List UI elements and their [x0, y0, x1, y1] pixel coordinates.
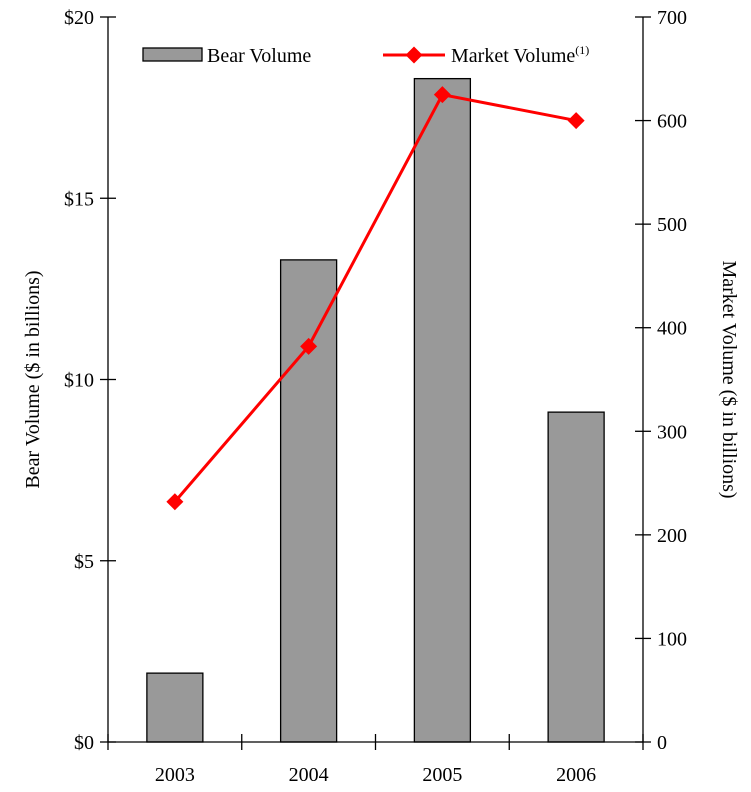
- legend-bar-swatch: [142, 47, 203, 62]
- right-tick-label: 200: [657, 525, 687, 547]
- right-tick-label: 600: [657, 111, 687, 133]
- left-tick-label: $5: [74, 551, 94, 573]
- right-tick-label: 500: [657, 214, 687, 236]
- legend-bear-volume-label: Bear Volume: [207, 45, 311, 67]
- x-tick-label: 2006: [556, 764, 596, 786]
- right-tick-label: 300: [657, 421, 687, 443]
- left-tick-label: $15: [64, 188, 94, 210]
- bars-layer: [146, 77, 605, 743]
- legend-diamond-marker: [405, 46, 423, 64]
- right-tick-label: 0: [657, 732, 667, 754]
- line-layer: [166, 86, 585, 511]
- legend-market-volume-name: Market Volume: [451, 45, 575, 67]
- right-axis-title: Market Volume ($ in billions): [718, 260, 740, 498]
- x-tick-label: 2005: [422, 764, 462, 786]
- market-volume-point-2006: [567, 112, 585, 130]
- market-volume-point-2005: [433, 86, 451, 104]
- legend-market-volume-superscript: (1): [575, 43, 589, 57]
- market-volume-line: [173, 92, 577, 503]
- left-tick-label: $10: [64, 370, 94, 392]
- left-tick-label: $20: [64, 7, 94, 29]
- axes-layer: $0 $5 $10 $15 $20 0 100 200 300 400 500 600 700 2003 2…: [64, 7, 687, 786]
- left-axis-title: Bear Volume ($ in billions): [22, 270, 44, 488]
- bar-2005: [413, 77, 472, 743]
- x-tick-label: 2004: [289, 764, 329, 786]
- x-tick-label: 2003: [155, 764, 195, 786]
- right-tick-label: 700: [657, 7, 687, 29]
- left-tick-label: $0: [74, 732, 94, 754]
- right-tick-label: 100: [657, 628, 687, 650]
- bar-2006: [547, 411, 605, 743]
- legend: Bear Volume Market Volume(1): [142, 43, 589, 67]
- legend-market-volume-label: Market Volume(1): [451, 43, 589, 67]
- right-tick-label: 400: [657, 318, 687, 340]
- market-volume-point-2003: [166, 493, 184, 511]
- market-volume-point-2004: [300, 337, 318, 355]
- bar-2003: [146, 672, 204, 743]
- bar-2004: [279, 259, 338, 743]
